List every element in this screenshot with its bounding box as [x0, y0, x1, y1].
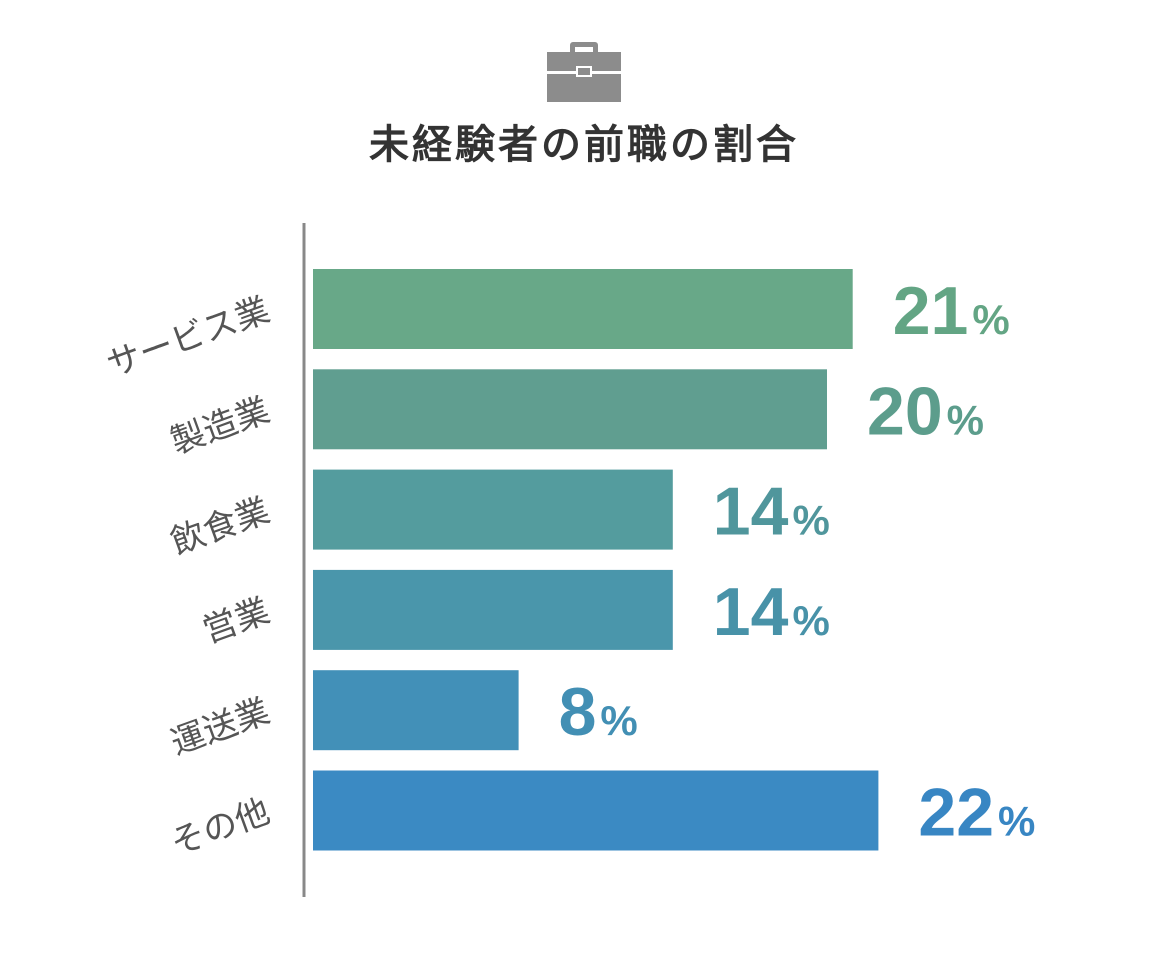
value-labels-group: 21% 20% 14% 14% 8% 22% [559, 273, 1036, 851]
value-label: 14% [713, 474, 830, 550]
value-label: 20% [867, 373, 984, 449]
category-label: その他 [166, 791, 276, 863]
bar-6 [313, 770, 879, 851]
bar-1 [313, 269, 853, 349]
bar-4 [313, 569, 673, 650]
category-label: サービス業 [102, 290, 275, 386]
bar-2 [313, 369, 827, 450]
chart-title: 未経験者の前職の割合 [369, 122, 799, 168]
bar-3 [313, 469, 673, 550]
bars-group [313, 269, 879, 851]
value-label: 22% [918, 775, 1035, 851]
category-label: 製造業 [166, 390, 276, 462]
value-label: 14% [713, 574, 830, 650]
category-label: 営業 [197, 591, 275, 652]
briefcase-icon [547, 40, 621, 102]
category-label: 運送業 [166, 691, 276, 763]
bar-5 [313, 670, 519, 751]
value-label: 21% [893, 273, 1010, 349]
category-label: 飲食業 [166, 490, 276, 562]
value-label: 8% [559, 674, 638, 750]
